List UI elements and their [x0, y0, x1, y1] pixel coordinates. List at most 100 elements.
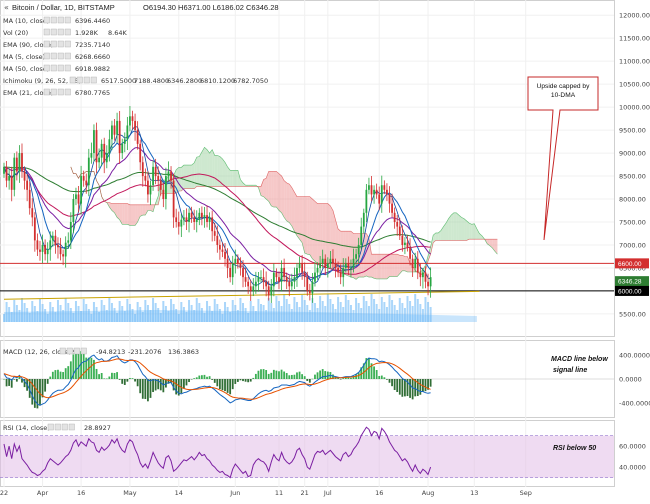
candle — [64, 236, 67, 268]
candle — [383, 180, 386, 195]
volume-bar — [275, 296, 278, 322]
candle — [355, 248, 357, 266]
candle — [46, 242, 49, 263]
volume-bar — [378, 309, 381, 322]
macd-histogram-bar — [332, 374, 334, 379]
cloud-segment — [294, 192, 297, 236]
candle-body — [67, 240, 70, 243]
volume-bar — [267, 298, 270, 322]
cloud-segment — [278, 173, 282, 213]
candle — [368, 177, 370, 195]
volume-bar — [18, 310, 21, 322]
candle — [275, 268, 278, 283]
macd-histogram-bar — [290, 374, 293, 379]
legend-control-box — [50, 16, 57, 24]
legend-control-box — [50, 40, 57, 48]
candle — [406, 235, 409, 252]
volume-bar — [167, 311, 170, 322]
indicator-value: 6517.5000 — [101, 77, 136, 85]
legend-control-box — [59, 347, 66, 355]
candle — [396, 215, 399, 236]
macd-value-line: -231.2076 — [128, 348, 161, 356]
candle-body — [200, 212, 203, 218]
macd-histogram-bar — [280, 369, 283, 379]
cloud-segment — [209, 149, 213, 187]
price-tag-text: 6346.28 — [618, 279, 642, 286]
candle — [62, 249, 65, 266]
cloud-segment — [471, 223, 475, 240]
candle-body — [231, 263, 234, 278]
volume-bar — [401, 303, 404, 322]
candle-body — [329, 258, 332, 264]
candle-body — [21, 153, 23, 172]
candle-body — [18, 153, 21, 172]
macd-histogram-bar — [308, 379, 311, 383]
candle-body — [72, 199, 75, 222]
cloud-segment — [466, 220, 470, 241]
candle-body — [213, 231, 216, 236]
volume-bar — [293, 297, 296, 322]
legend-control-box — [57, 16, 64, 24]
collapse-icon[interactable]: « — [4, 3, 9, 12]
indicator-label: MA (5, close) — [3, 53, 45, 61]
candle — [162, 183, 165, 208]
candle-body — [183, 217, 185, 220]
volume-bar — [249, 301, 252, 322]
candle-body — [280, 267, 283, 282]
indicator-legend-row: MA (10, close) 6396.4460 — [3, 16, 110, 25]
macd-histogram-bar — [134, 379, 136, 382]
candle — [270, 279, 273, 303]
indicator-value: 6268.6660 — [75, 53, 110, 61]
cloud-segment — [384, 254, 387, 279]
cloud-segment — [456, 212, 459, 241]
candle-body — [422, 272, 424, 278]
legend-control-box — [76, 76, 83, 84]
cloud-segment — [430, 235, 434, 255]
cloud-segment — [273, 171, 277, 208]
price-tick-label: 8000.00 — [619, 196, 646, 204]
cloud-segment — [296, 196, 300, 240]
price-tick-label: 11500.00 — [619, 35, 650, 43]
macd-histogram-bar — [337, 377, 339, 379]
macd-note: MACD line below signal line — [551, 356, 608, 374]
candle — [247, 276, 250, 294]
macd-histogram-bar — [257, 370, 260, 379]
candle-body — [100, 143, 103, 158]
candle — [123, 132, 126, 153]
candle-body — [316, 267, 319, 273]
candle — [337, 261, 339, 278]
volume-bar — [272, 308, 275, 322]
volume-bar — [265, 310, 268, 322]
volume-bar — [337, 297, 340, 322]
volume-bar — [342, 307, 345, 322]
volume-bar — [80, 311, 83, 322]
candle-body — [111, 125, 113, 140]
candle — [319, 255, 322, 278]
macd-histogram-bar — [172, 379, 175, 391]
candle-body — [141, 162, 144, 177]
volume-bar — [177, 314, 180, 322]
candle — [352, 248, 355, 273]
candle-body — [139, 143, 142, 163]
candle — [357, 237, 360, 264]
candle-body — [39, 249, 41, 252]
candle-body — [326, 263, 329, 268]
candle — [41, 234, 44, 264]
macd-histogram-bar — [195, 377, 198, 379]
candle — [203, 207, 206, 228]
candle — [401, 225, 404, 252]
macd-histogram-bar — [41, 379, 44, 398]
macd-histogram-bar — [293, 374, 296, 379]
macd-histogram-bar — [267, 373, 270, 379]
candle-body — [188, 212, 190, 222]
cloud-segment — [189, 165, 192, 189]
candle-body — [116, 120, 118, 135]
macd-histogram-bar — [185, 379, 188, 386]
cloud-segment — [219, 156, 223, 187]
macd-histogram-bar — [13, 379, 16, 380]
macd-histogram-bar — [301, 374, 304, 379]
cloud-segment — [332, 210, 336, 271]
rsi-band — [0, 435, 614, 478]
candle — [36, 233, 39, 256]
volume-bar — [301, 295, 304, 322]
